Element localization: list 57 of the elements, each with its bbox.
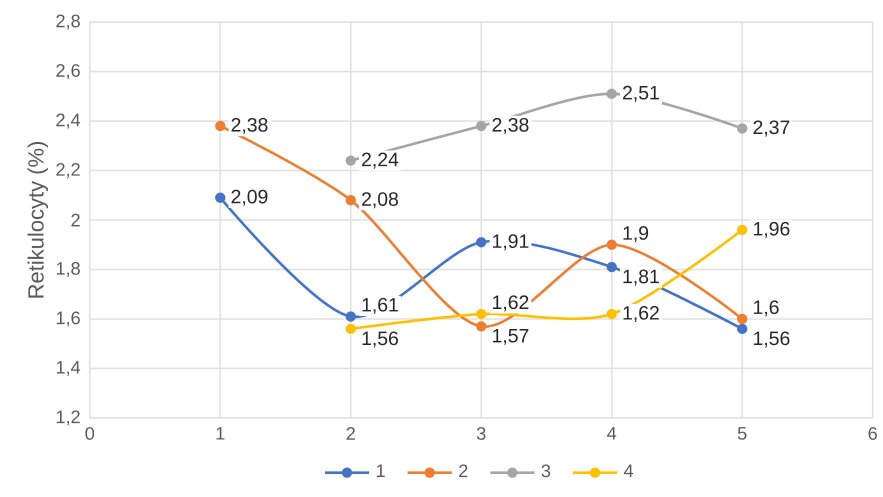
point: [606, 88, 617, 100]
point: [346, 195, 356, 206]
data-label: 1,56: [754, 331, 790, 348]
legend-label: 2: [459, 464, 468, 478]
y-tick-label: 2,4: [56, 114, 80, 129]
point: [215, 120, 226, 132]
point: [476, 120, 486, 132]
data-label: 1,81: [624, 270, 659, 286]
point: [476, 308, 486, 320]
x-tick-label: 5: [738, 427, 746, 440]
y-tick-label: 1,4: [56, 361, 80, 376]
data-label: 2,08: [362, 192, 398, 208]
y-tick-label: 2,8: [56, 14, 80, 30]
point: [476, 321, 486, 332]
y-tick-label: 2,6: [56, 64, 80, 80]
point: [737, 324, 748, 334]
point: [606, 262, 617, 272]
point: [737, 123, 748, 134]
point: [215, 192, 226, 203]
data-label: 1,61: [362, 298, 398, 314]
point: [346, 324, 356, 334]
legend-label: 1: [376, 464, 385, 477]
y-axis-title: Retikulocyty (%): [28, 142, 48, 298]
data-label: 2,37: [754, 120, 790, 136]
y-tick-label: 2,2: [56, 163, 80, 178]
point: [476, 237, 486, 248]
y-tick-label: 1,2: [56, 410, 80, 426]
data-label: 1,6: [754, 300, 779, 316]
x-tick-label: 1: [216, 427, 224, 440]
point: [346, 311, 356, 322]
y-tick-label: 1,6: [56, 312, 80, 326]
x-tick-label: 6: [868, 427, 877, 440]
point: [606, 240, 617, 250]
data-label: 2,24: [362, 152, 398, 169]
point: [737, 224, 748, 236]
x-tick-label: 2: [346, 427, 355, 440]
point: [346, 155, 356, 166]
data-label: 1,62: [624, 306, 659, 322]
legend-label: 4: [624, 464, 634, 477]
x-tick-label: 0: [85, 427, 94, 440]
data-label: 1,96: [754, 222, 790, 238]
x-tick-label: 4: [607, 427, 616, 440]
data-label: 1,57: [493, 328, 528, 345]
legend-label: 3: [542, 464, 550, 478]
data-label: 2,09: [232, 190, 268, 206]
x-tick-label: 3: [476, 427, 486, 440]
data-label: 2,38: [232, 118, 268, 134]
y-tick-label: 1,8: [56, 262, 80, 277]
data-label: 1,56: [362, 331, 398, 348]
data-label: 1,9: [624, 226, 648, 242]
y-tick-label: 2: [71, 214, 80, 226]
point: [737, 314, 748, 324]
data-label: 2,38: [492, 118, 528, 134]
point: [606, 308, 617, 320]
data-label: 2,51: [623, 86, 659, 102]
data-label: 1,91: [493, 234, 528, 250]
data-label: 1,62: [493, 295, 528, 312]
